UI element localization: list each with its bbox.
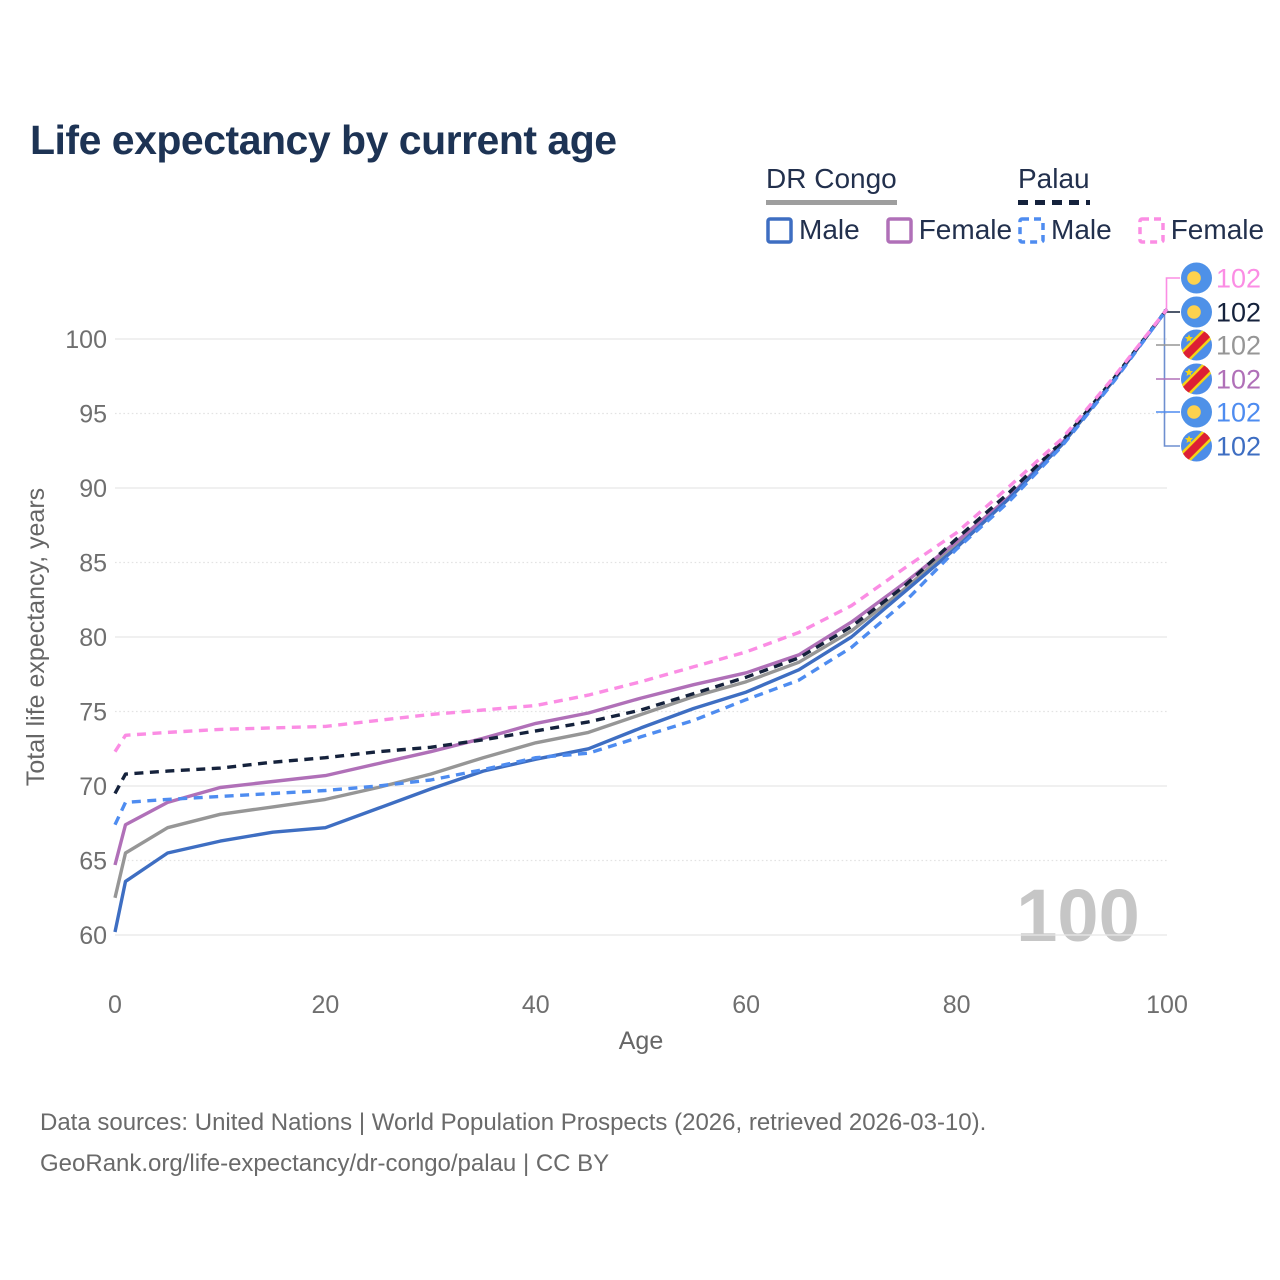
y-tick-label-95: 95 xyxy=(79,401,107,429)
legend-item-label: Male xyxy=(1051,214,1112,245)
flag-icon-palau xyxy=(1181,262,1212,294)
x-tick-label-40: 40 xyxy=(522,991,550,1019)
dashed-square-swatch-icon xyxy=(1018,216,1045,244)
y-tick-label-80: 80 xyxy=(79,624,107,652)
line-palau-both-sexes xyxy=(113,308,1169,795)
y-tick-label-65: 65 xyxy=(79,848,107,876)
x-tick-label-60: 60 xyxy=(732,991,760,1019)
solid-square-swatch-icon xyxy=(885,216,913,244)
y-tick-label-75: 75 xyxy=(79,699,107,727)
legend-group-dr-congo: DR Congo Male Female xyxy=(766,163,1012,246)
flag-icon-palau xyxy=(1181,296,1212,328)
flag-icon-dr-congo xyxy=(1181,363,1212,395)
end-value-label: 102 xyxy=(1216,398,1261,428)
line-dr-congo-both-sexes xyxy=(113,308,1169,899)
dashed-line-swatch xyxy=(1018,200,1090,205)
line-dr-congo-male xyxy=(113,308,1169,933)
page-title: Life expectancy by current age xyxy=(30,117,617,164)
x-tick-label-0: 0 xyxy=(108,991,122,1019)
footer: Data sources: United Nations | World Pop… xyxy=(40,1102,986,1184)
legend-item-label: Male xyxy=(799,214,860,245)
legend-item-label: Female xyxy=(918,214,1013,245)
flag-icon-dr-congo xyxy=(1181,430,1212,462)
end-value-label: 102 xyxy=(1216,264,1261,294)
y-tick-label-85: 85 xyxy=(79,550,107,578)
y-tick-label-70: 70 xyxy=(79,773,107,801)
leader-line xyxy=(1163,309,1180,447)
x-tick-label-100: 100 xyxy=(1146,991,1188,1019)
line-dr-congo-female xyxy=(113,308,1169,866)
y-axis-title: Total life expectancy, years xyxy=(22,488,50,786)
end-value-label: 102 xyxy=(1216,365,1261,395)
end-value-label: 102 xyxy=(1216,298,1261,328)
legend-item-dr-congo-female[interactable]: Female xyxy=(885,214,1013,246)
legend-group-header-palau: Palau xyxy=(1018,163,1090,205)
legend-title-palau: Palau xyxy=(1018,163,1090,194)
y-tick-label-60: 60 xyxy=(79,922,107,950)
line-palau-male xyxy=(113,308,1169,826)
legend-group-palau: Palau Male Female xyxy=(1018,163,1264,246)
solid-line-swatch xyxy=(766,200,897,205)
leader-line xyxy=(1165,309,1180,313)
leader-line xyxy=(1165,277,1180,310)
flag-icon-dr-congo xyxy=(1181,329,1212,361)
legend-item-palau-male[interactable]: Male xyxy=(1018,214,1112,246)
legend-title-dr-congo: DR Congo xyxy=(766,163,897,194)
legend-item-label: Female xyxy=(1170,214,1265,245)
legend: DR Congo Male Female Palau xyxy=(0,0,1280,250)
y-tick-label-90: 90 xyxy=(79,475,107,503)
x-tick-label-20: 20 xyxy=(311,991,339,1019)
end-value-label: 102 xyxy=(1216,432,1261,462)
legend-item-palau-female[interactable]: Female xyxy=(1137,214,1265,246)
legend-item-dr-congo-male[interactable]: Male xyxy=(766,214,860,246)
line-palau-female xyxy=(113,308,1169,753)
source-url-text: GeoRank.org/life-expectancy/dr-congo/pal… xyxy=(40,1150,610,1177)
legend-group-header-dr-congo: DR Congo xyxy=(766,163,897,205)
end-value-label: 102 xyxy=(1216,331,1261,361)
dashed-square-swatch-icon xyxy=(1137,216,1165,244)
x-tick-label-80: 80 xyxy=(943,991,971,1019)
x-axis-title: Age xyxy=(619,1027,663,1055)
data-sources-text: Data sources: United Nations | World Pop… xyxy=(40,1109,987,1136)
y-tick-label-100: 100 xyxy=(65,326,107,354)
age-counter-watermark: 100 xyxy=(1016,874,1139,957)
solid-square-swatch-icon xyxy=(766,216,793,244)
flag-icon-palau xyxy=(1181,396,1212,428)
